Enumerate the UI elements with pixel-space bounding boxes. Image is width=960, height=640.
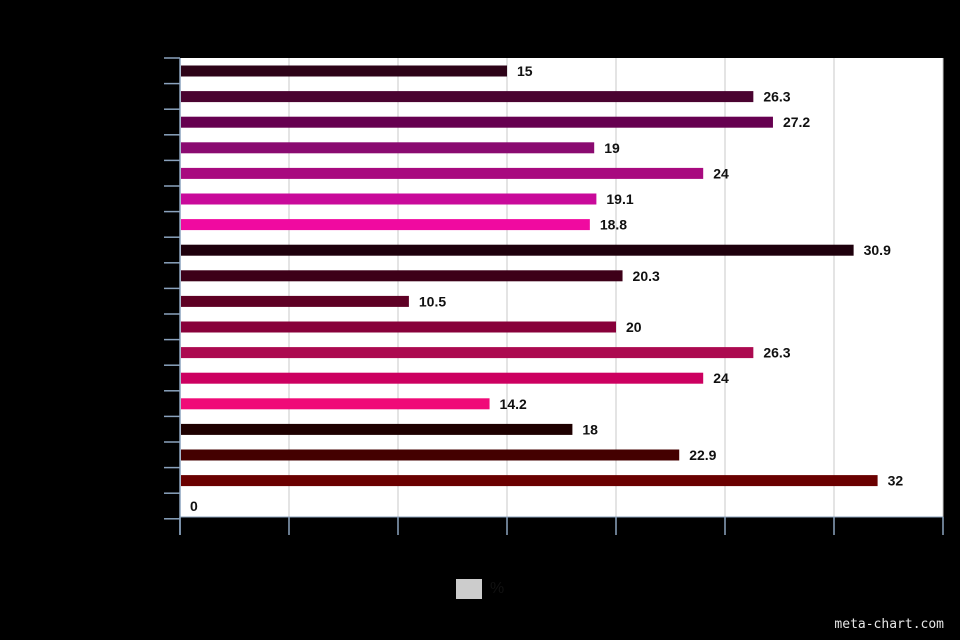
bar-value-label: 14.2 (500, 396, 527, 412)
bar (181, 270, 623, 282)
bar-value-label: 19 (604, 140, 620, 156)
bar-value-label: 18 (582, 421, 598, 437)
bar (181, 219, 590, 231)
value-labels: 15 26.3 27.2 19 24 19.1 18.8 30.9 20.3 10.5 20 26.3… (190, 63, 903, 514)
bar-value-label: 26.3 (763, 89, 790, 105)
bar-value-label: 18.8 (600, 217, 627, 233)
bar (181, 475, 878, 487)
bar (181, 372, 704, 384)
legend: % (456, 579, 504, 599)
legend-label: % (490, 580, 505, 597)
bar (181, 295, 409, 307)
bar-value-label: 30.9 (864, 242, 891, 258)
gridlines (288, 58, 944, 517)
bar-value-label: 15 (517, 63, 533, 79)
bar (181, 116, 773, 128)
watermark: meta-chart.com (834, 617, 944, 632)
bar-value-label: 0 (190, 498, 198, 514)
bar (181, 347, 754, 359)
bar-value-label: 24 (713, 370, 729, 386)
bar-value-label: 32 (888, 473, 904, 489)
bar-value-label: 22.9 (689, 447, 716, 463)
bar-value-label: 20.3 (633, 268, 660, 284)
bar-value-label: 26.3 (763, 345, 790, 361)
plot-area (180, 58, 943, 517)
bar (181, 142, 595, 154)
bar (181, 167, 704, 179)
bar (181, 423, 573, 435)
bar (181, 244, 854, 256)
bar (181, 449, 680, 461)
bar (181, 398, 490, 410)
bar-value-label: 10.5 (419, 293, 446, 309)
bar (181, 321, 616, 333)
bars (181, 65, 878, 487)
bar-value-label: 27.2 (783, 114, 810, 130)
bar-value-label: 24 (713, 165, 729, 181)
legend-swatch (456, 579, 482, 599)
bar (181, 91, 754, 103)
bar (181, 193, 597, 205)
bar-value-label: 19.1 (606, 191, 633, 207)
bar (181, 65, 507, 77)
axes (164, 57, 944, 535)
bar-value-label: 20 (626, 319, 642, 335)
